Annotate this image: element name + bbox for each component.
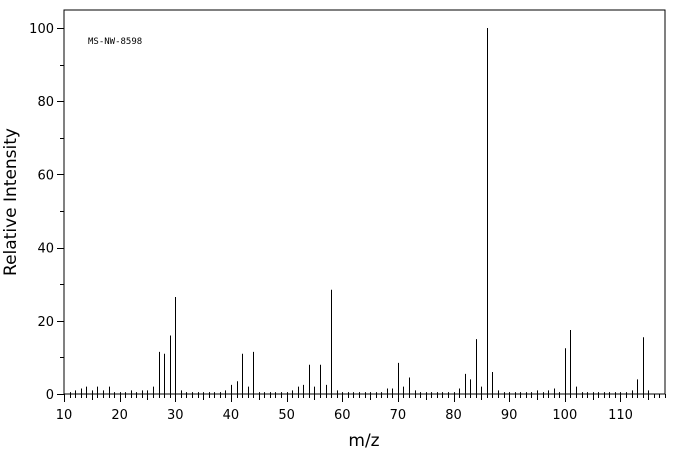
plot-frame xyxy=(63,9,666,395)
y-axis-ticks: 0 20 40 60 80 100 xyxy=(29,22,64,403)
x-tick-label: 20 xyxy=(111,408,128,423)
x-tick-label: 30 xyxy=(167,408,184,423)
y-axis-title: Relative Intensity xyxy=(1,128,21,276)
x-axis-title: m/z xyxy=(348,431,379,451)
y-tick-label: 60 xyxy=(37,168,54,183)
x-tick-label: 80 xyxy=(445,408,462,423)
x-tick-label: 110 xyxy=(608,408,633,423)
x-tick-label: 70 xyxy=(390,408,407,423)
x-axis-ticks: 10 20 30 40 50 60 70 80 90 100 110 xyxy=(56,394,666,423)
y-tick-label: 20 xyxy=(37,315,54,330)
y-tick-label: 0 xyxy=(46,388,54,403)
y-tick-label: 40 xyxy=(37,242,54,257)
x-tick-label: 10 xyxy=(56,408,73,423)
x-tick-label: 50 xyxy=(278,408,295,423)
y-tick-label: 80 xyxy=(37,95,54,110)
x-tick-label: 100 xyxy=(552,408,577,423)
y-tick-label: 100 xyxy=(29,22,54,37)
x-tick-label: 60 xyxy=(334,408,351,423)
x-tick-label: 90 xyxy=(501,408,518,423)
x-tick-label: 40 xyxy=(223,408,240,423)
spectrum-id-label: MS-NW-8598 xyxy=(88,37,142,47)
peak-bars xyxy=(70,28,649,394)
